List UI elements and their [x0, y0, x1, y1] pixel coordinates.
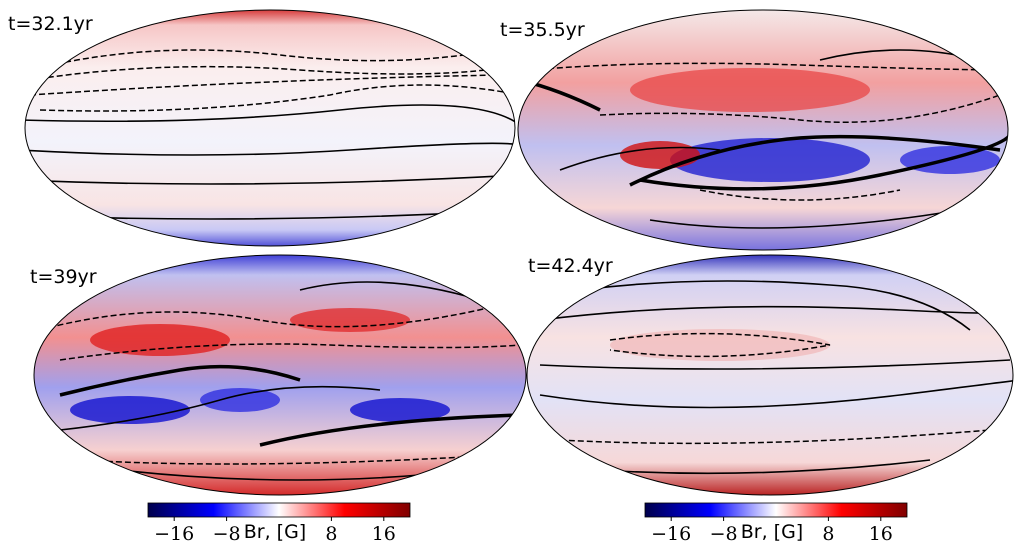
map [34, 255, 526, 495]
panel-label: t=35.5yr [500, 19, 585, 41]
colorbar-tick-label: 16 [372, 523, 396, 545]
colorbar-tick-label: −16 [154, 523, 194, 545]
colorbar-tick-label: −16 [651, 523, 691, 545]
panel-label: t=42.4yr [528, 255, 613, 277]
map-outline [526, 254, 1014, 496]
colorbar [147, 502, 411, 518]
map-outline [24, 9, 516, 247]
colorbar-label: Br, [G] [741, 521, 803, 543]
colorbar-tick-label: 8 [822, 523, 834, 545]
map [25, 10, 515, 246]
colorbar-tick-label: 8 [325, 523, 337, 545]
panel-label: t=32.1yr [8, 13, 93, 35]
map [527, 255, 1013, 495]
colorbar-tick-label: 16 [869, 523, 893, 545]
map-outline [33, 254, 527, 496]
panel-label: t=39yr [30, 266, 97, 288]
colorbar-label: Br, [G] [244, 521, 306, 543]
colorbar-tick-label: −8 [213, 523, 241, 545]
colorbar-tick-label: −8 [710, 523, 738, 545]
map-outline [517, 9, 1009, 251]
colorbar [644, 502, 908, 518]
